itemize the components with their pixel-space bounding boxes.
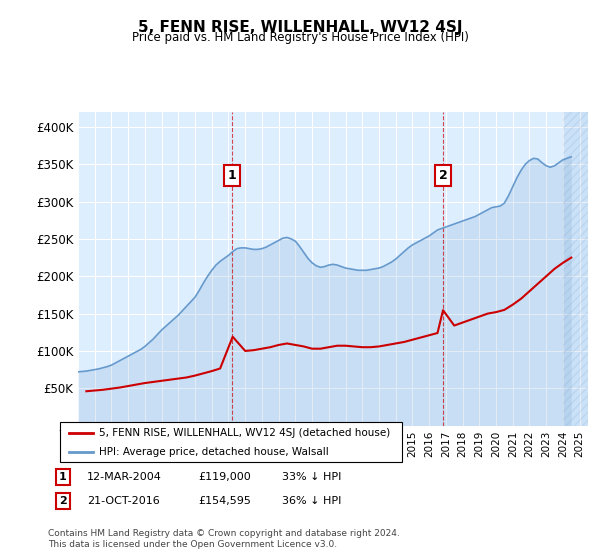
Text: 2: 2 — [59, 496, 67, 506]
Text: 1: 1 — [59, 472, 67, 482]
Text: 2: 2 — [439, 169, 448, 182]
Text: 5, FENN RISE, WILLENHALL, WV12 4SJ (detached house): 5, FENN RISE, WILLENHALL, WV12 4SJ (deta… — [99, 428, 390, 438]
Text: £154,595: £154,595 — [198, 496, 251, 506]
Text: 36% ↓ HPI: 36% ↓ HPI — [282, 496, 341, 506]
Text: £119,000: £119,000 — [198, 472, 251, 482]
Text: 5, FENN RISE, WILLENHALL, WV12 4SJ: 5, FENN RISE, WILLENHALL, WV12 4SJ — [138, 20, 462, 35]
Text: HPI: Average price, detached house, Walsall: HPI: Average price, detached house, Wals… — [99, 447, 329, 457]
Text: Contains HM Land Registry data © Crown copyright and database right 2024.
This d: Contains HM Land Registry data © Crown c… — [48, 529, 400, 549]
Text: 33% ↓ HPI: 33% ↓ HPI — [282, 472, 341, 482]
Text: Price paid vs. HM Land Registry's House Price Index (HPI): Price paid vs. HM Land Registry's House … — [131, 31, 469, 44]
Text: 21-OCT-2016: 21-OCT-2016 — [87, 496, 160, 506]
Text: 12-MAR-2004: 12-MAR-2004 — [87, 472, 162, 482]
Text: 1: 1 — [227, 169, 236, 182]
